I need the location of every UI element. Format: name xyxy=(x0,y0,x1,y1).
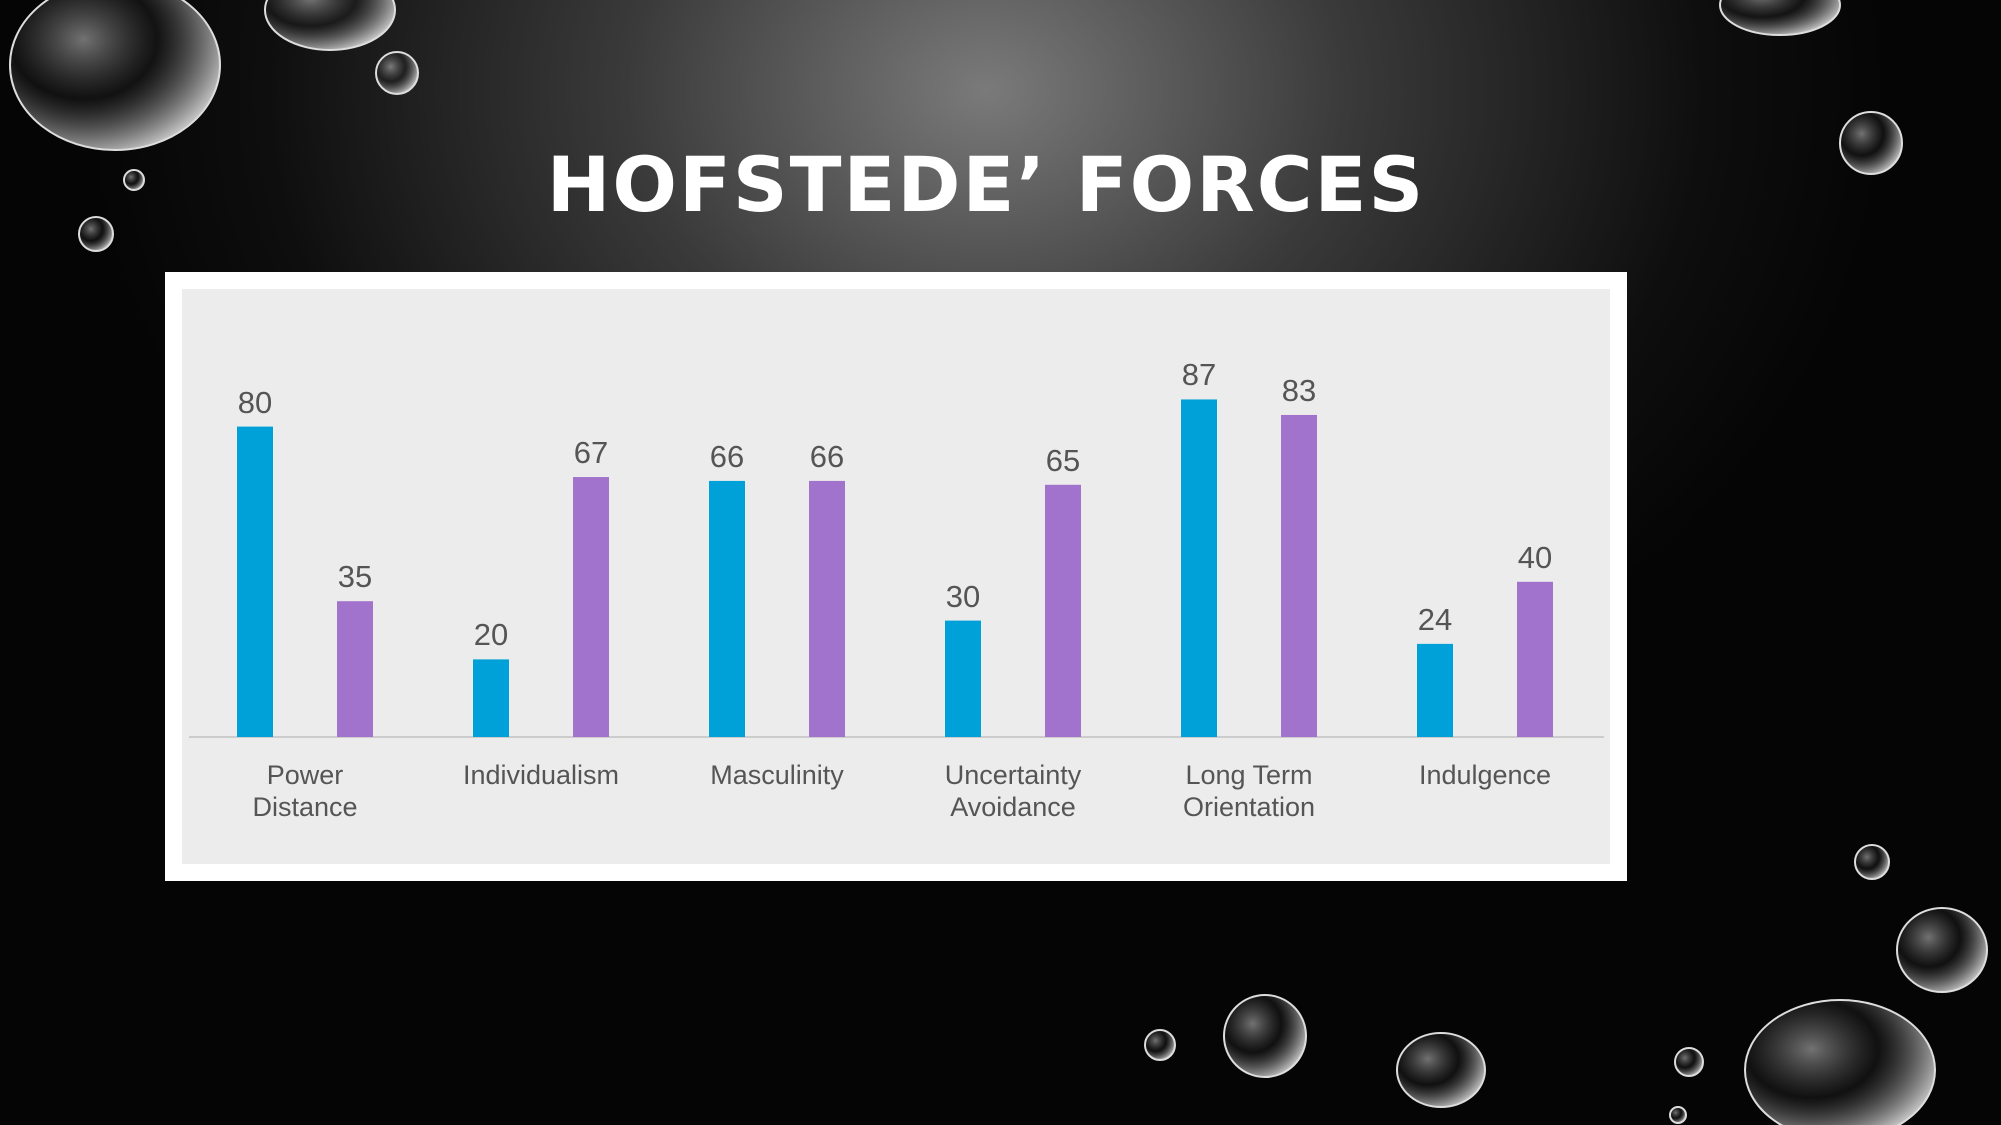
value-label: 87 xyxy=(1181,357,1217,393)
x-tick-label: Uncertainty Avoidance xyxy=(944,760,1082,822)
bar xyxy=(1281,414,1317,737)
value-label: 30 xyxy=(945,578,981,614)
value-label: 83 xyxy=(1281,372,1317,408)
value-label: 80 xyxy=(237,384,273,420)
bar xyxy=(237,426,273,737)
x-tick-label: Individualism xyxy=(462,760,620,790)
bar xyxy=(573,477,609,737)
bar xyxy=(1045,484,1081,737)
value-label: 24 xyxy=(1417,601,1453,637)
bubbles xyxy=(9,0,1988,1125)
x-tick-label: Masculinity xyxy=(710,760,844,790)
plot-panel xyxy=(182,289,1610,864)
value-label: 20 xyxy=(473,617,509,653)
x-tick-label: Indulgence xyxy=(1418,760,1552,790)
value-label: 35 xyxy=(337,559,373,595)
value-label: 67 xyxy=(573,435,609,471)
value-label: 66 xyxy=(709,438,745,474)
value-label: 40 xyxy=(1517,539,1553,575)
bar xyxy=(1417,643,1453,737)
value-label: 65 xyxy=(1045,442,1081,478)
chart-title: HOFSTEDE’ FORCES xyxy=(546,140,1426,229)
value-label: 66 xyxy=(809,438,845,474)
bar xyxy=(709,480,745,737)
x-tick-label: Long Term Orientation xyxy=(1182,760,1316,822)
x-tick-label: Power Distance xyxy=(252,760,358,822)
bar xyxy=(473,659,509,737)
bar xyxy=(1517,581,1553,737)
bar xyxy=(945,620,981,737)
bar xyxy=(1181,399,1217,737)
bar xyxy=(809,480,845,737)
bar xyxy=(337,601,373,737)
